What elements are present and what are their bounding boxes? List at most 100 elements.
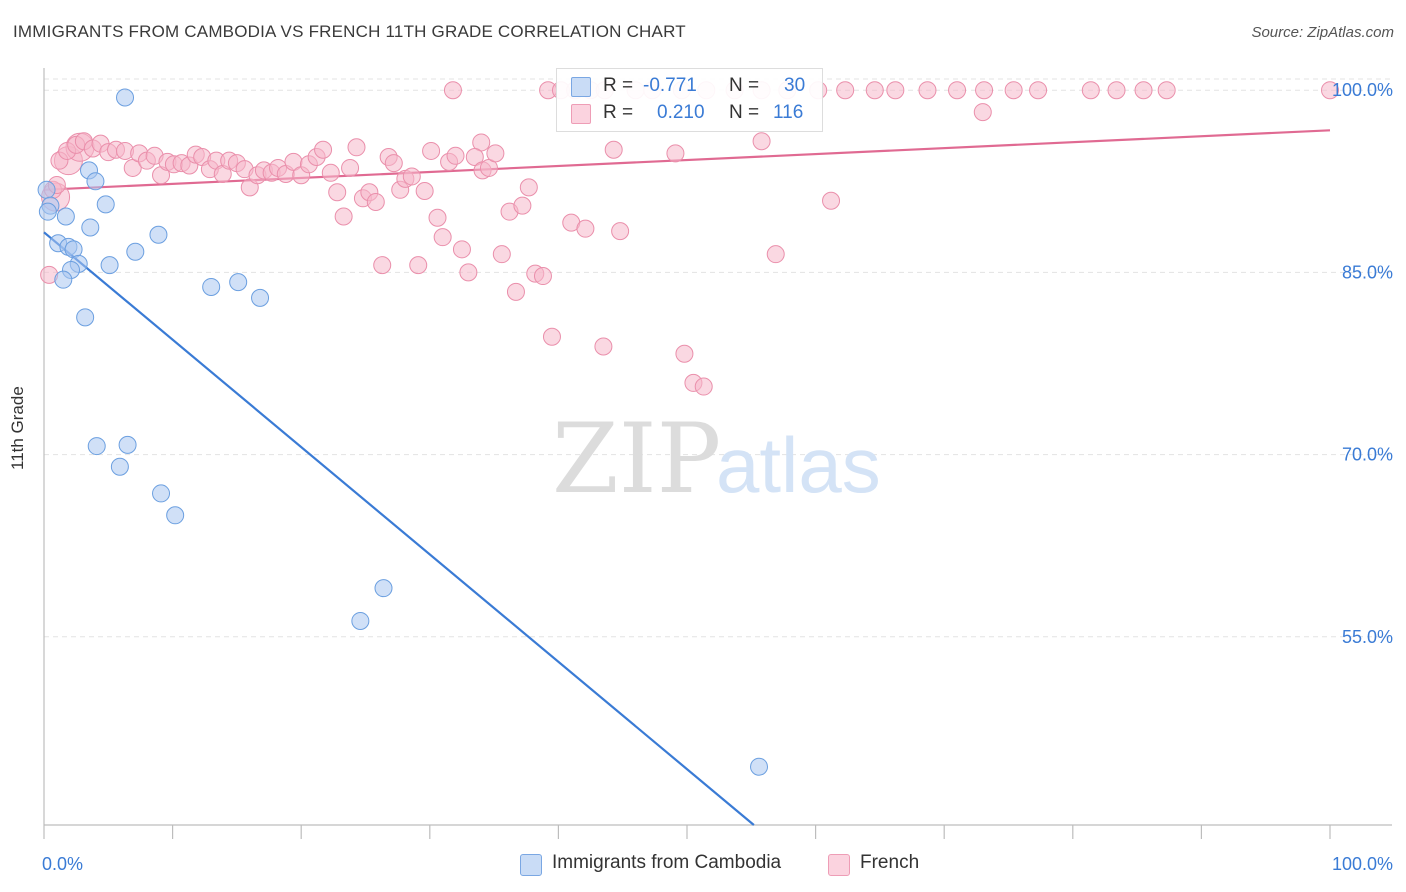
- data-point-french: [533, 267, 552, 286]
- data-point-french: [604, 140, 623, 159]
- data-point-french: [822, 191, 841, 210]
- y-tick-label: 70.0%: [1342, 445, 1393, 465]
- data-point-french: [334, 207, 353, 226]
- data-point-french: [594, 337, 613, 356]
- data-point-cambodia: [56, 207, 75, 226]
- data-point-cambodia: [110, 457, 129, 476]
- legend-n-value-cambodia: 30: [784, 75, 806, 96]
- data-point-french: [321, 163, 340, 182]
- series-swatch-french: [828, 854, 850, 876]
- data-point-french: [519, 178, 538, 197]
- data-point-french: [428, 208, 447, 227]
- data-point-french: [347, 138, 366, 157]
- data-point-french: [452, 240, 471, 259]
- data-point-french: [973, 103, 992, 122]
- data-point-cambodia: [166, 506, 185, 525]
- y-tick-label: 55.0%: [1342, 627, 1393, 647]
- source-credit: Source: ZipAtlas.com: [1251, 24, 1394, 41]
- watermark-atlas: atlas: [716, 421, 881, 509]
- data-point-french: [459, 263, 478, 282]
- data-point-cambodia: [750, 757, 769, 776]
- data-point-cambodia: [87, 437, 106, 456]
- data-point-cambodia: [229, 273, 248, 292]
- data-point-french: [542, 327, 561, 346]
- data-point-french: [865, 81, 884, 100]
- data-point-french: [446, 146, 465, 165]
- data-point-french: [1081, 81, 1100, 100]
- data-point-french: [402, 167, 421, 186]
- data-point-cambodia: [76, 308, 95, 327]
- data-point-french: [465, 148, 484, 167]
- data-point-french: [1157, 81, 1176, 100]
- data-point-french: [886, 81, 905, 100]
- series-name-cambodia: Immigrants from Cambodia: [552, 852, 782, 873]
- data-point-french: [506, 282, 525, 301]
- y-tick-label: 85.0%: [1342, 262, 1393, 282]
- data-point-french: [1321, 81, 1339, 100]
- legend-swatch-french: [571, 104, 591, 124]
- data-point-french: [366, 192, 385, 211]
- data-point-cambodia: [126, 242, 145, 261]
- data-point-cambodia: [149, 225, 168, 244]
- data-point-cambodia: [152, 484, 171, 503]
- data-point-cambodia: [81, 218, 100, 237]
- x-tick-label: 0.0%: [42, 854, 83, 874]
- data-point-french: [422, 141, 441, 160]
- data-point-french: [314, 140, 333, 159]
- legend-r-label: R =: [603, 102, 634, 123]
- data-point-cambodia: [351, 611, 370, 630]
- data-point-french: [443, 81, 462, 100]
- data-point-french: [576, 219, 595, 238]
- data-point-cambodia: [202, 277, 221, 296]
- data-point-french: [975, 81, 994, 100]
- data-point-french: [373, 256, 392, 275]
- series-swatch-cambodia: [520, 854, 542, 876]
- trend-line-cambodia: [43, 231, 755, 826]
- data-point-french: [1134, 81, 1153, 100]
- data-point-french: [766, 245, 785, 264]
- data-point-french: [409, 256, 428, 275]
- data-point-french: [948, 81, 967, 100]
- data-point-french: [918, 81, 937, 100]
- legend-r-value-french: 0.210: [657, 102, 705, 123]
- legend-swatch-cambodia: [571, 77, 591, 97]
- data-point-french: [492, 245, 511, 264]
- series-name-french: French: [860, 852, 920, 873]
- data-point-french: [611, 222, 630, 241]
- data-point-french: [513, 196, 532, 215]
- correlation-legend: R = -0.771 N = 30 R = 0.210 N = 116: [556, 68, 823, 132]
- data-point-french: [341, 158, 360, 177]
- data-point-french: [694, 377, 713, 396]
- legend-n-value-french: 116: [773, 102, 804, 123]
- data-point-cambodia: [96, 195, 115, 214]
- y-axis-label: 11th Grade: [8, 386, 27, 470]
- data-point-cambodia: [374, 579, 393, 598]
- data-point-cambodia: [38, 202, 57, 221]
- watermark-zip: ZIP: [552, 403, 721, 515]
- data-point-french: [433, 228, 452, 247]
- data-point-french: [328, 183, 347, 202]
- data-point-french: [836, 81, 855, 100]
- data-point-cambodia: [37, 180, 56, 199]
- data-point-cambodia: [54, 270, 73, 289]
- data-point-cambodia: [116, 88, 135, 107]
- data-point-french: [675, 344, 694, 363]
- data-point-french: [486, 144, 505, 163]
- data-point-french: [384, 154, 403, 173]
- data-point-french: [1029, 81, 1048, 100]
- legend-n-label: N =: [729, 102, 760, 123]
- data-point-french: [1004, 81, 1023, 100]
- x-tick-label: 100.0%: [1332, 854, 1393, 874]
- data-point-french: [666, 144, 685, 163]
- data-point-french: [415, 182, 434, 201]
- legend-r-label: R =: [603, 75, 634, 96]
- data-point-cambodia: [86, 172, 105, 191]
- data-point-cambodia: [100, 256, 119, 275]
- data-point-cambodia: [251, 288, 270, 307]
- data-point-french: [1107, 81, 1126, 100]
- data-point-french: [752, 132, 771, 151]
- legend-n-label: N =: [729, 75, 760, 96]
- y-tick-label: 100.0%: [1332, 80, 1393, 100]
